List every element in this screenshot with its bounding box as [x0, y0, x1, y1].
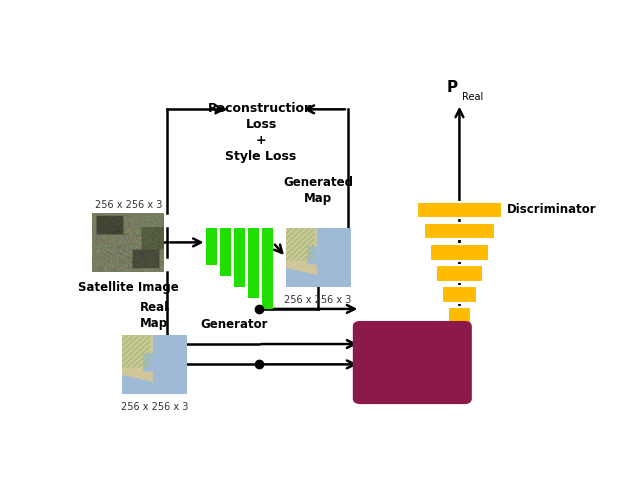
Text: 256 x 256 x 3: 256 x 256 x 3: [121, 402, 188, 412]
Text: P: P: [447, 80, 458, 95]
Bar: [220, 228, 231, 276]
Text: Reconstruction
Loss
+
Style Loss: Reconstruction Loss + Style Loss: [208, 102, 314, 163]
Bar: [436, 265, 483, 282]
Bar: [248, 228, 259, 298]
Bar: [417, 202, 502, 218]
Text: 256 x 256 x 3: 256 x 256 x 3: [95, 200, 162, 210]
Bar: [442, 286, 477, 303]
Text: Generated
Map: Generated Map: [283, 176, 353, 204]
Text: Concatenate
Along
Channels
Axis: Concatenate Along Channels Axis: [360, 324, 465, 401]
FancyBboxPatch shape: [353, 321, 472, 404]
Text: Discriminator: Discriminator: [507, 203, 596, 216]
Text: 256 x 256 x 3: 256 x 256 x 3: [284, 295, 352, 305]
Bar: [429, 244, 489, 261]
Text: Generator: Generator: [200, 318, 268, 331]
Bar: [424, 223, 495, 240]
Text: Satellite Image: Satellite Image: [78, 281, 179, 294]
Text: Real
Map: Real Map: [140, 301, 169, 330]
Bar: [447, 307, 471, 324]
Bar: [207, 228, 218, 264]
Text: Real: Real: [462, 92, 483, 102]
Bar: [234, 228, 245, 287]
Bar: [262, 228, 273, 309]
